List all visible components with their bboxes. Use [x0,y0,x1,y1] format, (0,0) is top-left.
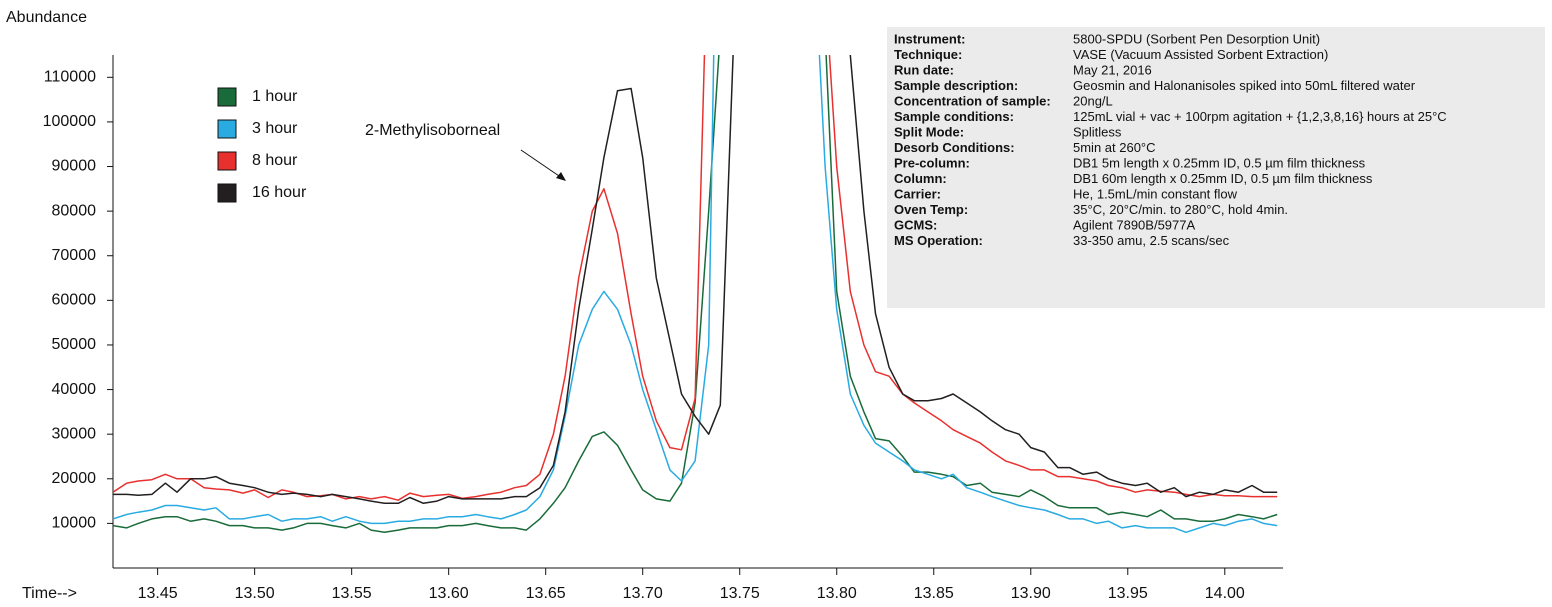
info-value: 33-350 amu, 2.5 scans/sec [1073,233,1230,248]
info-value: 5min at 260°C [1073,140,1156,155]
info-key: Run date: [894,62,954,77]
x-tick-label: 13.50 [235,585,275,602]
annotation-arrow [520,149,563,179]
y-tick-label: 10000 [52,515,97,532]
series-line [113,55,1278,505]
x-tick-label: 13.45 [138,585,178,602]
x-tick-label: 13.85 [914,585,954,602]
x-tick-label: 13.95 [1108,585,1148,602]
info-key: GCMS: [894,217,937,232]
legend-swatch [217,183,237,203]
legend-label: 3 hour [252,120,298,137]
info-key: Technique: [894,47,962,62]
info-box [887,27,1545,308]
info-value: 5800-SPDU (Sorbent Pen Desorption Unit) [1073,31,1320,46]
y-tick-label: 40000 [52,381,97,398]
legend-swatch [217,151,237,171]
info-key: Pre-column: [894,155,970,170]
info-key: Sample description: [894,78,1018,93]
x-tick-label: 13.65 [526,585,566,602]
legend-swatch [217,119,237,139]
legend-label: 1 hour [252,88,298,105]
x-tick-label: 13.55 [332,585,372,602]
x-tick-label: 14.00 [1205,585,1245,602]
series-line [113,55,1278,534]
legend-label: 16 hour [252,184,307,201]
info-value: 20ng/L [1073,93,1113,108]
x-tick-label: 13.90 [1011,585,1051,602]
info-value: May 21, 2016 [1073,62,1152,77]
legend-label: 8 hour [252,152,298,169]
info-table: Instrument: 5800-SPDU (Sorbent Pen Desorp… [894,31,1447,248]
info-key: Sample conditions: [894,109,1014,124]
y-tick-label: 60000 [52,292,97,309]
info-value: He, 1.5mL/min constant flow [1073,186,1238,201]
info-key: Oven Temp: [894,202,968,217]
x-tick-label: 13.60 [429,585,469,602]
info-value: Splitless [1073,124,1122,139]
info-value: Geosmin and Halonanisoles spiked into 50… [1073,78,1416,93]
y-axis-label: Abundance [6,9,87,26]
series-line [113,55,1278,501]
plot-area [113,55,1278,534]
info-value: DB1 5m length x 0.25mm ID, 0.5 µm film t… [1073,155,1366,170]
x-tick-label: 13.75 [720,585,760,602]
x-tick-label: 13.70 [623,585,663,602]
legend-swatch [217,87,237,107]
x-tick-label: 13.80 [817,585,857,602]
info-value: Agilent 7890B/5977A [1073,217,1195,232]
y-tick-label: 100000 [43,113,96,130]
y-tick-label: 110000 [44,69,96,86]
y-tick-label: 80000 [52,202,97,219]
series-line [113,55,1278,534]
y-tick-label: 70000 [52,247,97,264]
info-key: Concentration of sample: [894,93,1051,108]
x-axis-label: Time--> [22,585,77,602]
info-value: 35°C, 20°C/min. to 280°C, hold 4min. [1073,202,1288,217]
y-tick-label: 50000 [52,336,97,353]
info-value: 125mL vial + vac + 100rpm agitation + {1… [1073,109,1447,124]
y-tick-label: 90000 [52,158,97,175]
y-tick-label: 20000 [52,470,97,487]
info-key: Column: [894,171,947,186]
info-key: Desorb Conditions: [894,140,1015,155]
annotation: 2-Methylisoborneal [365,122,500,139]
arrow-head [556,172,566,181]
info-key: Split Mode: [894,124,964,139]
info-key: Instrument: [894,31,966,46]
y-tick-label: 30000 [52,425,97,442]
info-value: VASE (Vacuum Assisted Sorbent Extraction… [1073,47,1328,62]
info-value: DB1 60m length x 0.25mm ID, 0.5 µm film … [1073,171,1373,186]
info-key: Carrier: [894,186,941,201]
info-key: MS Operation: [894,233,983,248]
